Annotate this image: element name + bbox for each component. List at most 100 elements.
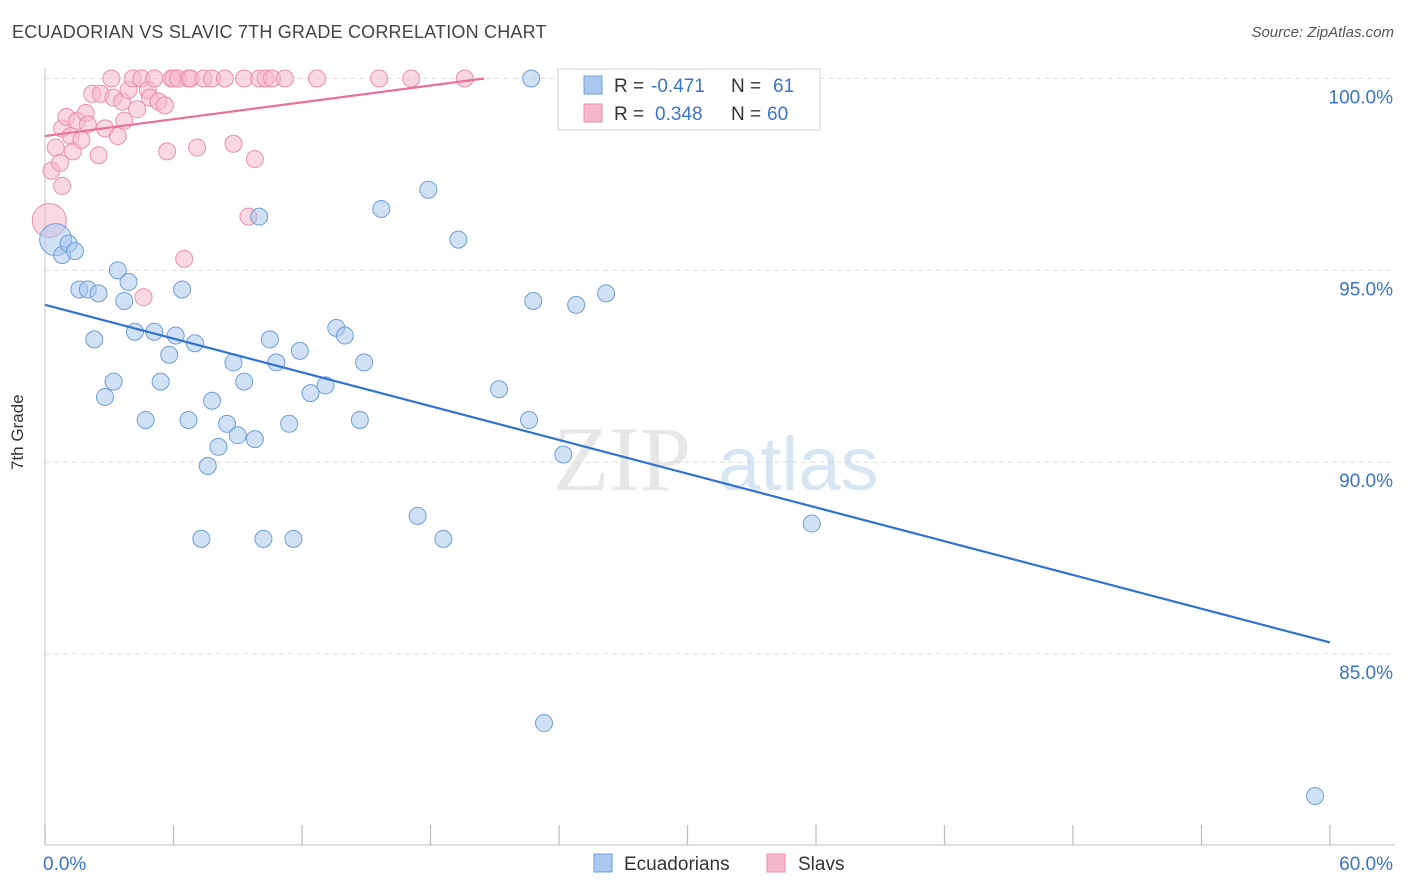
point-ecuadorians bbox=[802, 514, 821, 533]
series-slavs-points bbox=[31, 69, 641, 307]
point-slavs bbox=[307, 69, 326, 88]
gridlines bbox=[45, 78, 1395, 655]
stats-n-label-2: N = bbox=[731, 104, 761, 125]
point-ecuadorians bbox=[192, 529, 211, 548]
point-ecuadorians bbox=[290, 341, 309, 360]
stats-swatch-blue bbox=[583, 75, 603, 95]
point-ecuadorians bbox=[567, 295, 586, 314]
tick-labels: 85.0% 90.0% 95.0% 100.0% 0.0% 60.0% bbox=[43, 88, 1393, 876]
zipatlas-watermark: ZIP atlas bbox=[553, 408, 879, 510]
point-ecuadorians bbox=[198, 457, 217, 476]
point-ecuadorians bbox=[419, 180, 438, 199]
stats-r-label-1: R = bbox=[614, 76, 644, 97]
stats-n-value-2: 60 bbox=[767, 104, 788, 125]
point-ecuadorians bbox=[104, 372, 123, 391]
y-tick-label: 90.0% bbox=[1339, 471, 1393, 492]
point-ecuadorians bbox=[355, 353, 374, 372]
point-ecuadorians bbox=[1306, 786, 1325, 805]
legend-swatch-slavs bbox=[766, 853, 786, 873]
point-ecuadorians bbox=[254, 529, 273, 548]
legend-label-ecuadorians: Ecuadorians bbox=[624, 854, 730, 875]
point-slavs bbox=[245, 150, 264, 169]
point-slavs bbox=[50, 153, 69, 172]
point-ecuadorians bbox=[350, 410, 369, 429]
point-ecuadorians bbox=[89, 284, 108, 303]
series-ecuadorians-points bbox=[39, 69, 1325, 805]
x-tick-label: 60.0% bbox=[1339, 854, 1393, 875]
point-ecuadorians bbox=[434, 529, 453, 548]
point-ecuadorians bbox=[520, 410, 539, 429]
point-slavs bbox=[72, 130, 91, 149]
point-ecuadorians bbox=[119, 272, 138, 291]
point-slavs bbox=[134, 288, 153, 307]
point-slavs bbox=[89, 146, 108, 165]
point-ecuadorians bbox=[260, 330, 279, 349]
point-slavs bbox=[275, 69, 294, 88]
point-slavs bbox=[155, 96, 174, 115]
y-tick-label: 95.0% bbox=[1339, 279, 1393, 300]
x-tick-label: 0.0% bbox=[43, 854, 86, 875]
point-ecuadorians bbox=[554, 445, 573, 464]
point-ecuadorians bbox=[65, 242, 84, 261]
y-tick-label: 85.0% bbox=[1339, 663, 1393, 684]
point-slavs bbox=[175, 249, 194, 268]
point-ecuadorians bbox=[245, 430, 264, 449]
point-ecuadorians bbox=[95, 387, 114, 406]
point-ecuadorians bbox=[301, 384, 320, 403]
point-ecuadorians bbox=[151, 372, 170, 391]
watermark-zip: ZIP bbox=[553, 408, 691, 510]
stats-n-label-1: N = bbox=[731, 76, 761, 97]
trend-line-slavs bbox=[44, 77, 485, 138]
point-ecuadorians bbox=[250, 207, 269, 226]
point-slavs bbox=[53, 176, 72, 195]
point-ecuadorians bbox=[218, 414, 237, 433]
point-slavs bbox=[370, 69, 389, 88]
point-ecuadorians bbox=[115, 292, 134, 311]
point-ecuadorians bbox=[597, 284, 616, 303]
point-ecuadorians bbox=[179, 410, 198, 429]
stats-r-value-1: -0.471 bbox=[651, 76, 705, 97]
point-ecuadorians bbox=[209, 437, 228, 456]
legend-swatch-ecuadorians bbox=[593, 853, 613, 873]
point-slavs bbox=[188, 138, 207, 157]
point-ecuadorians bbox=[173, 280, 192, 299]
point-ecuadorians bbox=[316, 376, 335, 395]
point-ecuadorians bbox=[267, 353, 286, 372]
watermark-atlas: atlas bbox=[718, 422, 879, 507]
point-ecuadorians bbox=[408, 506, 427, 525]
point-slavs bbox=[158, 142, 177, 161]
point-slavs bbox=[224, 134, 243, 153]
trend-line-ecuadorians bbox=[44, 303, 1331, 644]
point-ecuadorians bbox=[125, 322, 144, 341]
point-ecuadorians bbox=[108, 261, 127, 280]
point-ecuadorians bbox=[535, 714, 554, 733]
point-ecuadorians bbox=[203, 391, 222, 410]
point-ecuadorians bbox=[280, 414, 299, 433]
point-slavs bbox=[108, 127, 127, 146]
point-ecuadorians bbox=[160, 345, 179, 364]
stats-r-value-2: 0.348 bbox=[655, 104, 703, 125]
point-ecuadorians bbox=[372, 199, 391, 218]
point-slavs bbox=[402, 69, 421, 88]
point-ecuadorians bbox=[490, 380, 509, 399]
point-ecuadorians bbox=[524, 292, 543, 311]
point-slavs bbox=[455, 69, 474, 88]
trend-lines bbox=[44, 77, 1331, 644]
point-slavs bbox=[145, 69, 164, 88]
point-ecuadorians bbox=[228, 426, 247, 445]
point-slavs bbox=[128, 100, 147, 119]
point-ecuadorians bbox=[85, 330, 104, 349]
stats-n-value-1: 61 bbox=[773, 76, 794, 97]
point-ecuadorians bbox=[522, 69, 541, 88]
stats-box: R = -0.471 N = 61 R = 0.348 N = 60 bbox=[557, 68, 821, 131]
point-ecuadorians bbox=[449, 230, 468, 249]
point-slavs bbox=[46, 138, 65, 157]
chart-source: Source: ZipAtlas.com bbox=[1251, 24, 1394, 41]
axes bbox=[44, 68, 1395, 846]
point-slavs bbox=[215, 69, 234, 88]
point-ecuadorians bbox=[284, 529, 303, 548]
point-slavs bbox=[102, 69, 121, 88]
stats-r-label-2: R = bbox=[614, 104, 644, 125]
point-ecuadorians bbox=[235, 372, 254, 391]
